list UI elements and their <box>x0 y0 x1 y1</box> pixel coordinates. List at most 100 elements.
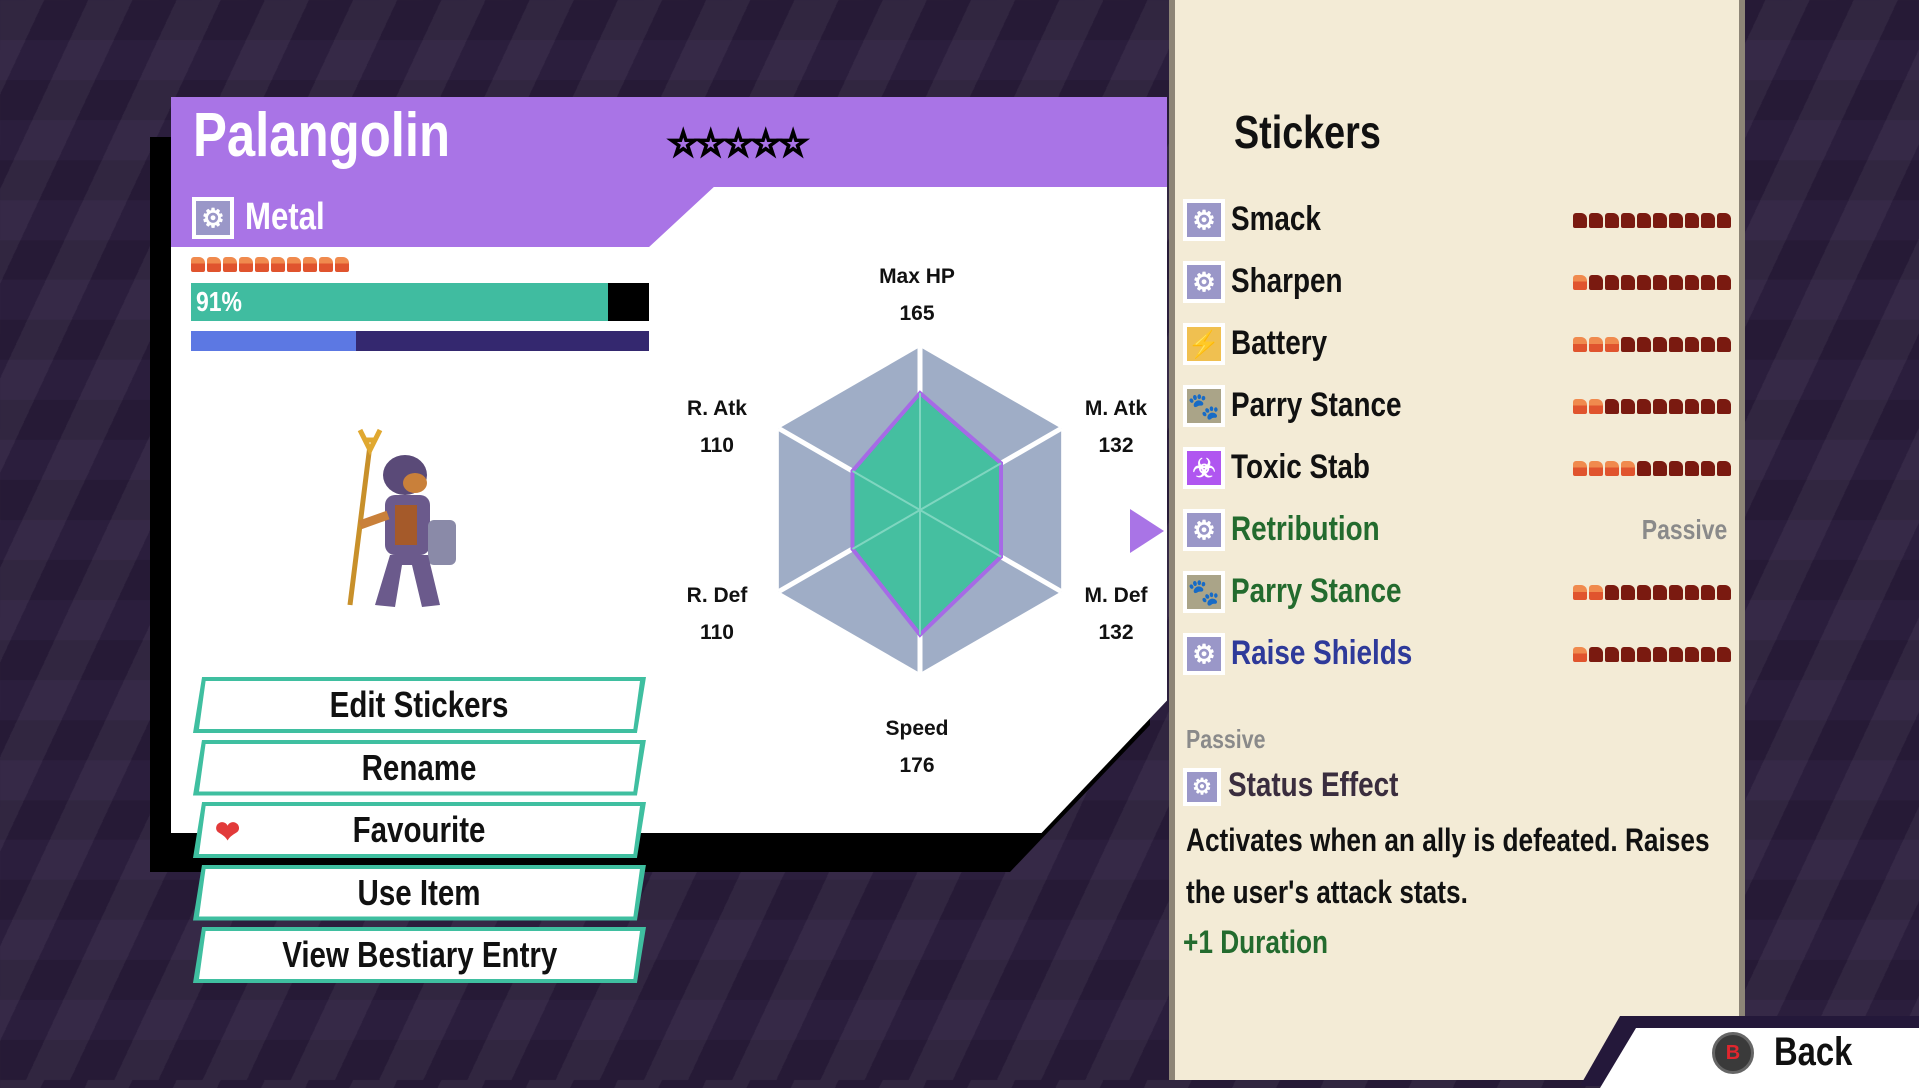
pip <box>191 257 205 272</box>
pip <box>1653 461 1667 476</box>
pip <box>1685 647 1699 662</box>
action-use-item-button[interactable]: Use Item <box>193 864 646 921</box>
sticker-row-parry-stance[interactable]: 🐾 Parry Stance <box>1183 382 1733 432</box>
sticker-row-battery[interactable]: ⚡ Battery <box>1183 320 1733 370</box>
button-face: View Bestiary Entry <box>199 931 640 979</box>
pip <box>1685 337 1699 352</box>
sticker-name: Toxic Stab <box>1231 448 1370 486</box>
sticker-row-raise-shields[interactable]: ⚙ Raise Shields <box>1183 630 1733 680</box>
button-face: Use Item <box>199 868 640 917</box>
heart-icon: ❤ <box>215 816 241 849</box>
button-label: View Bestiary Entry <box>281 934 558 975</box>
pip <box>303 257 317 272</box>
stat-r-atk: R. Atk 110 <box>657 390 777 464</box>
gear-icon: ⚙ <box>1183 509 1225 551</box>
back-button[interactable] <box>1600 1028 1919 1088</box>
detail-effect-type: Status Effect <box>1228 766 1399 804</box>
stat-label: R. Def <box>686 584 748 607</box>
creature-type: Metal <box>245 196 325 238</box>
action-favourite-button[interactable]: Favourite ❤ <box>193 802 646 858</box>
pip <box>1621 461 1635 476</box>
action-edit-stickers-button[interactable]: Edit Stickers <box>193 677 646 733</box>
detail-bonus: +1 Duration <box>1183 924 1329 960</box>
pip <box>255 257 269 272</box>
sticker-ap-pips <box>1573 275 1731 290</box>
sticker-ap-pips <box>1573 585 1731 600</box>
gear-icon: ⚙ <box>1183 261 1225 303</box>
pip <box>1573 337 1587 352</box>
sticker-row-sharpen[interactable]: ⚙ Sharpen <box>1183 258 1733 308</box>
sticker-name: Smack <box>1231 200 1321 238</box>
biohazard-icon: ☣ <box>1183 447 1225 489</box>
xp-bar <box>191 331 649 351</box>
pip <box>1573 585 1587 600</box>
stat-r-def: R. Def 110 <box>657 577 777 651</box>
creature-name: Palangolin <box>193 101 451 170</box>
pip <box>1685 275 1699 290</box>
pip <box>1621 275 1635 290</box>
stat-value: 132 <box>1098 621 1134 644</box>
pip <box>1701 399 1715 414</box>
stats-radar <box>777 347 1063 673</box>
hp-bar-fill <box>191 283 608 321</box>
pip <box>1717 275 1731 290</box>
pip <box>271 257 285 272</box>
back-label[interactable]: Back <box>1774 1030 1853 1074</box>
sticker-row-toxic-stab[interactable]: ☣ Toxic Stab <box>1183 444 1733 494</box>
radar-inner-spoke <box>919 462 1002 511</box>
action-view-bestiary-entry-button[interactable]: View Bestiary Entry <box>193 927 646 983</box>
xp-bar-fill <box>191 331 356 351</box>
pip <box>319 257 333 272</box>
pip <box>1717 647 1731 662</box>
pip <box>1717 213 1731 228</box>
button-label: Use Item <box>357 871 482 913</box>
pip <box>239 257 253 272</box>
pip <box>1637 647 1651 662</box>
stat-label: R. Atk <box>687 397 747 420</box>
pip <box>1685 461 1699 476</box>
pip <box>1701 275 1715 290</box>
stamina-pips <box>191 257 349 272</box>
gear-icon: ⚙ <box>1183 633 1225 675</box>
hp-bar <box>191 283 649 321</box>
pip <box>1621 585 1635 600</box>
stat-m-def: M. Def 132 <box>1056 577 1176 651</box>
pip <box>1605 213 1619 228</box>
pip <box>1653 585 1667 600</box>
pip <box>1621 647 1635 662</box>
sticker-name: Retribution <box>1231 510 1380 548</box>
pip <box>1605 461 1619 476</box>
gear-icon: ⚙ <box>1183 768 1221 806</box>
pip <box>1669 337 1683 352</box>
sticker-ap-pips <box>1573 399 1731 414</box>
sticker-row-parry-stance[interactable]: 🐾 Parry Stance <box>1183 568 1733 618</box>
pip <box>1669 585 1683 600</box>
pip <box>1701 585 1715 600</box>
pip <box>335 257 349 272</box>
b-button-icon: B <box>1712 1032 1754 1074</box>
pip <box>1653 647 1667 662</box>
pip <box>1653 337 1667 352</box>
pip <box>1717 399 1731 414</box>
pip <box>1573 647 1587 662</box>
rarity-stars: ☆☆☆☆☆ <box>667 124 809 164</box>
lightning-icon: ⚡ <box>1183 323 1225 365</box>
sticker-row-retribution[interactable]: ⚙ Retribution Passive <box>1183 506 1733 556</box>
pip <box>1637 275 1651 290</box>
stat-value: 110 <box>700 621 734 644</box>
sticker-name: Parry Stance <box>1231 386 1402 424</box>
pip <box>1573 275 1587 290</box>
sticker-row-smack[interactable]: ⚙ Smack <box>1183 196 1733 246</box>
pip <box>1605 399 1619 414</box>
sticker-passive: Passive <box>1641 514 1727 545</box>
paw-icon: 🐾 <box>1183 385 1225 427</box>
sticker-ap-pips <box>1573 337 1731 352</box>
pip <box>1573 399 1587 414</box>
pip <box>1589 275 1603 290</box>
button-face: Edit Stickers <box>199 681 640 729</box>
action-rename-button[interactable]: Rename <box>193 739 646 796</box>
pip <box>1589 647 1603 662</box>
button-face: Rename <box>199 743 640 792</box>
pip <box>1685 585 1699 600</box>
pip <box>1605 585 1619 600</box>
